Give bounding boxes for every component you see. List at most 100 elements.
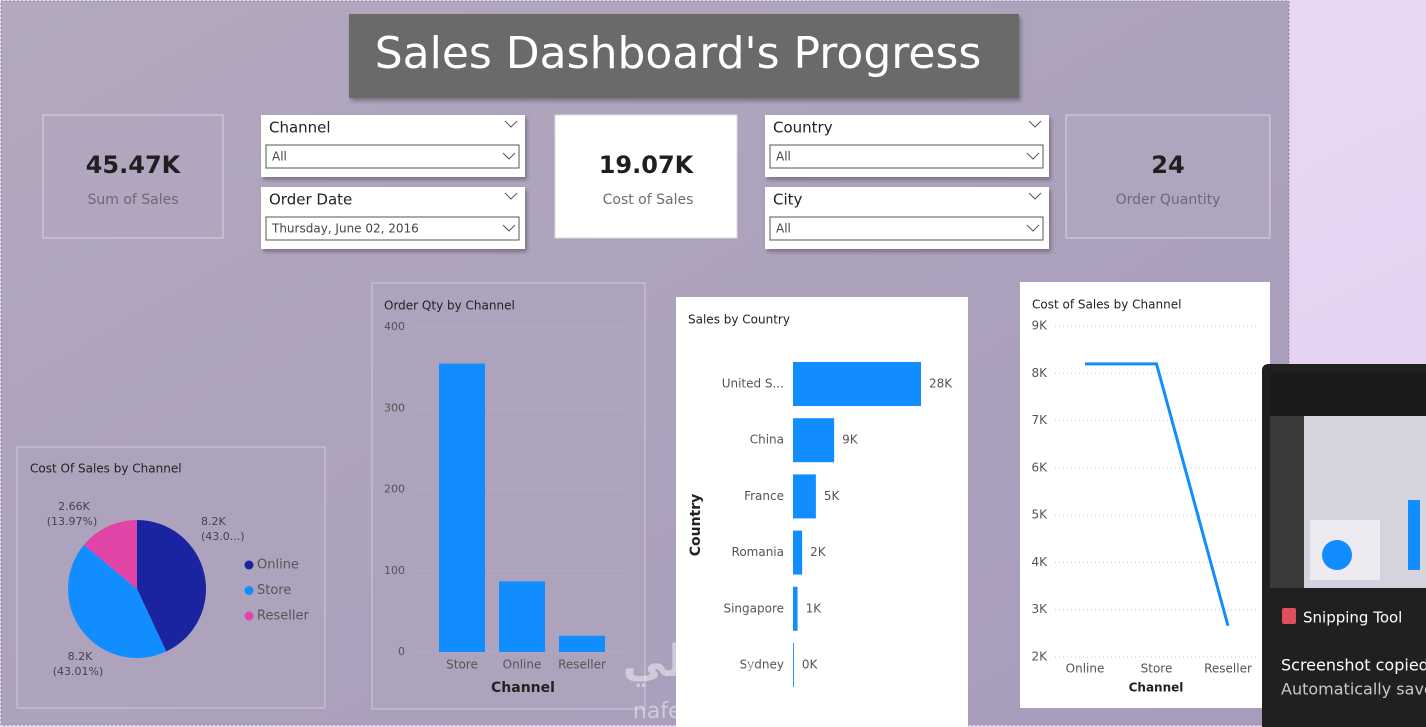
chart-title: Sales by Country: [688, 313, 790, 327]
x-tick-label: Store: [1141, 662, 1173, 676]
bar: [793, 586, 798, 631]
y-tick-label: 3K: [1031, 602, 1048, 616]
slicer-label: Country: [773, 119, 833, 137]
data-label: 2.66K: [58, 500, 90, 513]
data-label: 8.2K: [201, 515, 226, 528]
chevron: [502, 152, 516, 160]
chart-title: Order Qty by Channel: [384, 299, 515, 313]
legend-swatch: [244, 560, 254, 570]
x-tick-label: Online: [1066, 662, 1105, 676]
chevron: [504, 192, 518, 200]
notification-title: Screenshot copied: [1281, 656, 1426, 675]
bar: [793, 643, 794, 687]
title: Sales Dashboard's Progress: [375, 28, 982, 79]
pie-slice: [67, 544, 167, 658]
legend-label: Online: [257, 558, 299, 573]
x-tick-label: Reseller: [558, 658, 606, 672]
kpi-value: 45.47K: [86, 151, 182, 179]
y-tick-label: 6K: [1031, 460, 1048, 474]
thumbnail-toolbar: [1270, 372, 1426, 416]
category-label: Singapore: [723, 601, 784, 615]
y-tick-label: 4K: [1031, 555, 1048, 569]
kpi-card: [554, 114, 738, 239]
legend-label: Reseller: [257, 609, 309, 624]
y-axis-label: Country: [688, 494, 704, 557]
legend-swatch: [244, 611, 254, 621]
chevron: [502, 224, 516, 232]
y-tick-label: 200: [384, 483, 405, 496]
bar: [793, 474, 816, 519]
dropdown[interactable]: [265, 144, 520, 169]
y-tick-label: 0: [398, 645, 405, 658]
category-label: United S...: [722, 377, 784, 391]
pie-slice: [83, 520, 137, 589]
slicer-label: City: [773, 191, 803, 209]
dropdown-value: Thursday, June 02, 2016: [271, 222, 419, 236]
y-tick-label: 2K: [1031, 650, 1048, 664]
app-icon: [1282, 608, 1296, 624]
data-label: (43.0...): [201, 530, 245, 543]
data-label: 28K: [929, 377, 953, 391]
thumbnail-pie: [1322, 540, 1352, 570]
kpi-card: [42, 114, 224, 239]
dropdown[interactable]: [265, 216, 520, 241]
pie-slice: [137, 520, 206, 652]
dropdown-value: All: [776, 150, 791, 164]
dropdown[interactable]: [769, 144, 1044, 169]
y-tick-label: 7K: [1031, 413, 1048, 427]
kpi-label: Order Quantity: [1116, 192, 1221, 208]
chart-title: Cost of Sales by Channel: [1032, 298, 1181, 312]
title-box: [349, 14, 1019, 98]
bar: [793, 418, 835, 463]
data-label: 1K: [806, 601, 823, 615]
dropdown[interactable]: [769, 216, 1044, 241]
category-label: Sydney: [740, 658, 784, 672]
slicer-label: Channel: [269, 119, 331, 137]
dropdown-value: All: [776, 222, 791, 236]
filters: Channel All Order Date Thursday, June 02, 2…: [261, 115, 1049, 249]
chevron: [1028, 192, 1042, 200]
x-tick-label: Reseller: [1204, 662, 1252, 676]
chevron: [504, 120, 518, 128]
x-axis-label: Channel: [491, 680, 555, 696]
kpi-value: 24: [1151, 151, 1184, 179]
charts: Cost Of Sales by Channel 8.2K (43.0...) 8.2…: [30, 298, 1258, 696]
bar: [559, 635, 605, 652]
chevron: [1026, 152, 1040, 160]
y-tick-label: 400: [384, 320, 405, 333]
bar: [499, 581, 545, 652]
kpi-label: Cost of Sales: [603, 192, 694, 208]
x-axis-label: Channel: [1129, 681, 1184, 695]
bar: [793, 362, 921, 406]
data-label: 9K: [842, 433, 859, 447]
kpi-card: [1065, 114, 1271, 239]
bar: [793, 530, 803, 575]
legend-swatch: [244, 586, 254, 595]
y-tick-label: 8K: [1031, 366, 1048, 380]
chart-title: Cost Of Sales by Channel: [30, 462, 182, 476]
y-tick-label: 9K: [1031, 319, 1048, 333]
watermark: نفذلي: [623, 636, 758, 687]
data-label: 0K: [802, 658, 819, 672]
x-tick-label: Store: [446, 658, 478, 672]
category-label: France: [744, 489, 784, 503]
app-name: Snipping Tool: [1303, 609, 1402, 627]
panel: [1020, 282, 1270, 708]
dropdown-value: All: [272, 150, 287, 164]
slicer-label: Order Date: [269, 191, 352, 209]
watermark: nafezly.com: [633, 699, 763, 724]
x-tick-label: Online: [503, 658, 542, 672]
data-label: (43.01%): [53, 665, 104, 678]
kpi-label: Sum of Sales: [87, 192, 178, 208]
notification-body: Automatically save: [1281, 680, 1426, 699]
data-label: 5K: [824, 489, 841, 503]
y-tick-label: 5K: [1031, 508, 1048, 522]
data-label: 2K: [810, 545, 827, 559]
line: [1085, 362, 1230, 627]
legend-label: Store: [257, 583, 291, 598]
chevron: [1028, 120, 1042, 128]
category-label: Romania: [732, 545, 784, 559]
kpi-value: 19.07K: [599, 151, 695, 179]
bar: [439, 363, 485, 652]
